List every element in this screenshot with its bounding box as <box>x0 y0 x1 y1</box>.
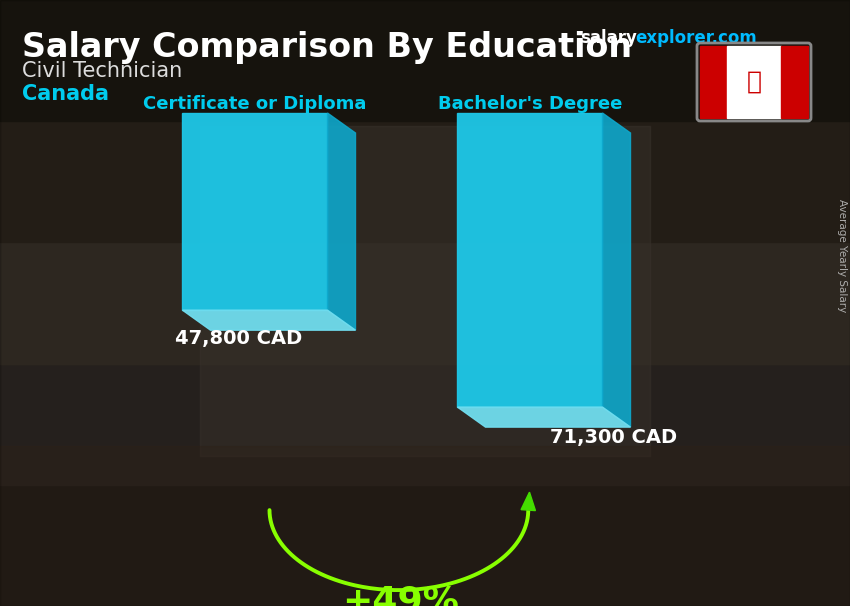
Text: Salary Comparison By Education: Salary Comparison By Education <box>22 31 632 64</box>
Text: 47,800 CAD: 47,800 CAD <box>175 329 303 348</box>
Text: Certificate or Diploma: Certificate or Diploma <box>144 95 366 113</box>
Text: Average Yearly Salary: Average Yearly Salary <box>837 199 847 313</box>
Text: +49%: +49% <box>342 584 459 606</box>
Text: 71,300 CAD: 71,300 CAD <box>550 428 677 447</box>
Polygon shape <box>183 113 327 310</box>
Text: salary: salary <box>580 29 637 47</box>
Text: explorer.com: explorer.com <box>635 29 756 47</box>
Polygon shape <box>727 46 781 118</box>
Polygon shape <box>781 46 808 118</box>
Text: 🍁: 🍁 <box>746 70 762 94</box>
Text: Civil Technician: Civil Technician <box>22 61 182 81</box>
Polygon shape <box>700 46 727 118</box>
Text: Canada: Canada <box>22 84 109 104</box>
Text: Bachelor's Degree: Bachelor's Degree <box>438 95 622 113</box>
Polygon shape <box>183 310 355 330</box>
Polygon shape <box>327 113 355 330</box>
Polygon shape <box>457 113 603 407</box>
Polygon shape <box>521 492 536 511</box>
Polygon shape <box>457 407 631 427</box>
Polygon shape <box>603 113 631 427</box>
